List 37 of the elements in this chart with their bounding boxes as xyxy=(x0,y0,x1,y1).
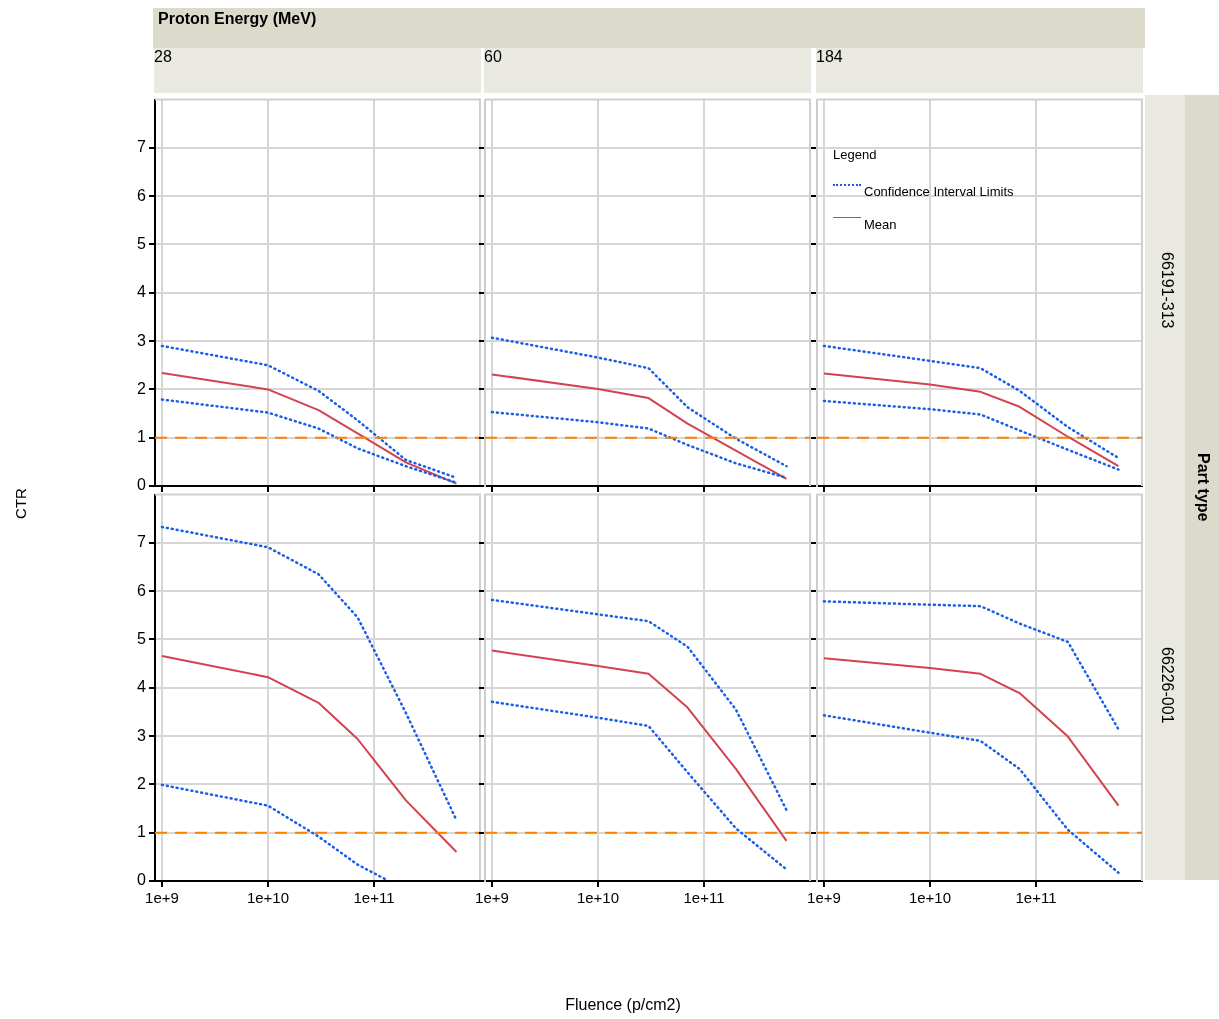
x-axis-title: Fluence (p/cm2) xyxy=(564,996,682,1014)
y-tick-label: 1 xyxy=(137,428,147,446)
y-tick-label: 7 xyxy=(137,138,147,156)
text: Part type xyxy=(1194,452,1213,524)
y-tick-label: 6 xyxy=(137,186,147,204)
y-tick-label: 3 xyxy=(137,331,147,349)
y-tick-label: 3 xyxy=(137,726,147,744)
y-tick-label: 0 xyxy=(137,871,147,889)
y-tick-label: 5 xyxy=(137,234,147,252)
y2-axis-title: 66226-001 xyxy=(1158,646,1177,726)
legend-label: Confidence Interval Limits xyxy=(864,184,1014,199)
y-tick-label: 5 xyxy=(137,629,147,647)
y-tick-label: 7 xyxy=(137,533,147,551)
y-tick-label: 6 xyxy=(137,581,147,599)
y-tick-label: 4 xyxy=(137,678,147,696)
x-tick-label: 1e+10 xyxy=(576,889,620,907)
x-tick-label: 1e+9 xyxy=(807,889,841,907)
x-tick-label: 1e+9 xyxy=(145,889,179,907)
y-axis-title: CTR xyxy=(11,487,29,521)
text: Proton Energy (MeV) xyxy=(158,10,317,28)
y-tick-label: 2 xyxy=(137,379,147,397)
chart-title: 60 xyxy=(484,48,811,93)
y-tick-label: 0 xyxy=(137,476,147,494)
y-tick-label: 1 xyxy=(137,823,147,841)
x-tick-label: 1e+10 xyxy=(246,889,290,907)
x-tick-label: 1e+10 xyxy=(908,889,952,907)
chart-title: 184 xyxy=(816,48,1143,93)
y2-axis-title: 66191-313 xyxy=(1158,251,1177,331)
x-tick-label: 1e+9 xyxy=(475,889,509,907)
legend-title: Legend xyxy=(833,147,878,162)
x-tick-label: 1e+11 xyxy=(353,889,395,907)
legend-label: Mean xyxy=(864,217,897,232)
chart-title: 28 xyxy=(154,48,481,93)
y-tick-label: 4 xyxy=(137,283,147,301)
x-tick-label: 1e+11 xyxy=(683,889,725,907)
y-tick-label: 2 xyxy=(137,774,147,792)
x-tick-label: 1e+11 xyxy=(1015,889,1057,907)
